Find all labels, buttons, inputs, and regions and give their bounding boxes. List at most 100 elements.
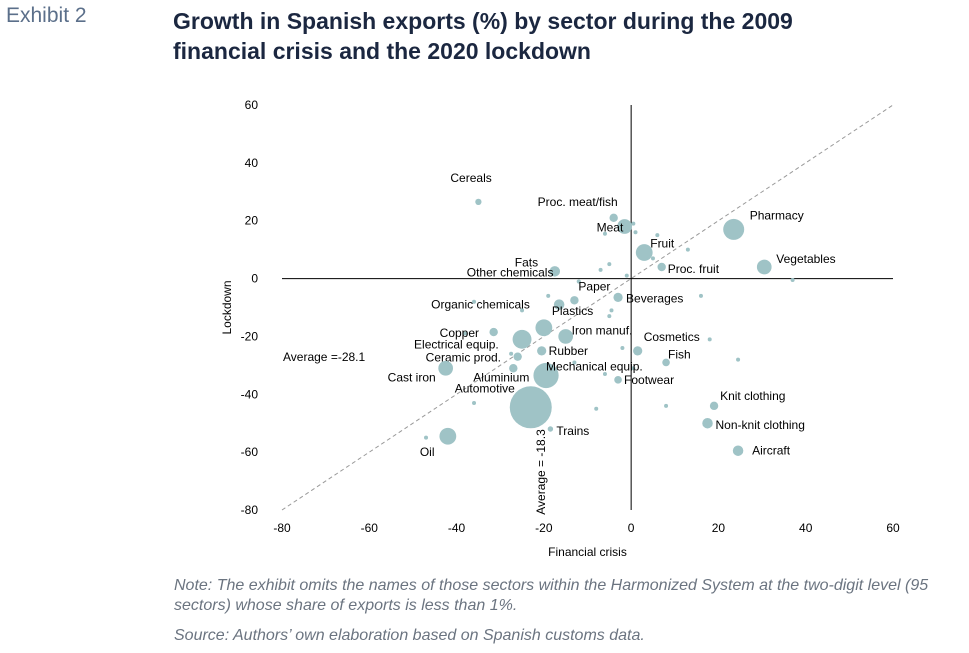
point-label: Iron manuf. [572,323,633,337]
chart-title: Growth in Spanish exports (%) by sector … [173,6,933,66]
data-point [489,327,498,337]
point-label: Ceramic prod. [426,351,501,365]
x-tick-label: -60 [361,521,379,535]
point-label: Proc. fruit [668,262,720,276]
chart-source: Source: Authors’ own elaboration based o… [174,627,645,644]
point-label: Oil [420,445,435,459]
data-point [624,273,629,278]
y-tick-label: -20 [241,329,259,343]
x-tick-label: -20 [535,521,553,535]
data-point [707,337,712,342]
point-label: Fruit [650,237,675,251]
data-point [537,346,547,356]
point-label: Other chemicals [467,265,554,279]
data-point [657,262,666,272]
data-point [512,329,532,349]
data-point [620,346,625,350]
x-tick-label: 0 [628,521,635,535]
point-label: Pharmacy [750,208,804,222]
data-point [424,435,429,440]
data-point [509,386,552,429]
point-label: Knit clothing [720,389,785,403]
point-label: Copper [440,326,479,340]
data-point [655,233,660,238]
y-tick-label: 0 [251,272,258,286]
y-tick-label: -60 [241,445,259,459]
point-label: Mechanical equip. [546,359,643,373]
data-point [664,403,669,408]
data-point [723,218,745,240]
point-label: Electrical equip. [414,337,499,351]
point-label: Vegetables [776,252,835,266]
data-point [513,352,522,361]
x-tick-label: 60 [886,521,900,535]
diagonal-line [281,104,894,511]
point-label: Meat [597,221,624,235]
data-point [533,362,559,389]
point-label: Cereals [450,171,491,185]
data-point [520,308,525,313]
data-point [732,445,744,456]
point-label: Non-knit clothing [716,418,805,432]
point-label: Automotive [455,381,515,395]
data-point [472,299,477,304]
data-point [509,364,518,373]
chart-note: Note: The exhibit omits the names of tho… [174,577,929,614]
point-label: Fish [668,347,691,361]
point-label: Cosmetics [644,330,700,344]
data-point [702,417,713,429]
exhibit-label: Exhibit 2 [6,4,87,27]
average-y-label: Average =-28.1 [283,350,365,364]
data-point [631,221,636,226]
data-point [570,296,579,305]
x-tick-label: 40 [799,521,813,535]
data-point [736,357,741,362]
point-label: Proc. meat/fish [538,195,618,209]
point-label: Aluminium [473,370,529,384]
data-point [475,198,482,206]
point-label: Organic chemicals [431,298,530,312]
data-point [614,376,622,384]
y-tick-label: -40 [241,387,259,401]
data-point [547,426,554,432]
data-point [576,279,581,284]
data-point [535,319,553,337]
chart-title-line2: financial crisis and the 2020 lockdown [173,38,591,64]
point-label: Rubber [549,344,588,358]
point-label: Aircraft [752,444,791,458]
data-point [609,213,618,223]
data-point [553,299,565,310]
data-point [617,219,632,234]
data-point [509,351,514,356]
y-tick-label: -80 [241,503,259,517]
point-label: Footwear [624,373,674,387]
data-point [546,293,551,298]
data-point [633,230,638,235]
data-point [650,256,655,261]
data-point [631,366,636,371]
data-point [602,231,607,236]
point-label: Paper [578,279,610,293]
average-x-label: Average = -18.3 [534,429,548,515]
data-point [472,400,477,405]
data-point [756,259,772,275]
x-axis-title: Financial crisis [548,545,627,559]
data-point [662,358,670,367]
point-label: Plastics [552,304,593,318]
point-label: Cast iron [388,370,436,384]
data-point [609,308,614,313]
y-tick-label: 20 [245,214,259,228]
point-label: Trains [556,424,589,438]
y-tick-label: 60 [245,98,259,112]
data-point [598,267,603,272]
x-tick-label: 20 [712,521,726,535]
data-point [698,293,703,298]
data-point [790,278,795,283]
data-point [594,406,599,411]
x-tick-label: -40 [448,521,466,535]
chart-title-line1: Growth in Spanish exports (%) by sector … [173,8,793,34]
data-point [602,372,607,377]
data-point [549,266,561,277]
data-point [613,292,623,302]
data-point [463,331,468,336]
